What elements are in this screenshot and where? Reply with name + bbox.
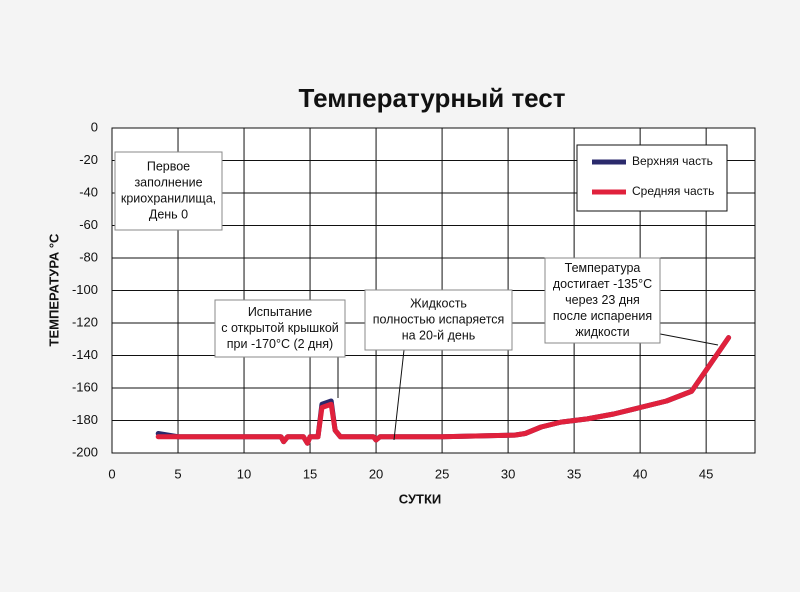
y-tick-label: -160 bbox=[72, 379, 98, 394]
x-tick-label: 40 bbox=[633, 466, 647, 481]
annotation-text: достигает -135°C bbox=[553, 277, 652, 291]
y-tick-label: -20 bbox=[79, 152, 98, 167]
annotation-text: при -170°C (2 дня) bbox=[227, 337, 333, 351]
x-tick-label: 30 bbox=[501, 466, 515, 481]
annotation-text: жидкости bbox=[575, 325, 629, 339]
annotation-text: через 23 дня bbox=[565, 293, 640, 307]
y-tick-label: -80 bbox=[79, 249, 98, 264]
x-tick-label: 0 bbox=[108, 466, 115, 481]
x-tick-label: 5 bbox=[174, 466, 181, 481]
annotation-text: на 20-й день bbox=[402, 328, 476, 342]
y-tick-label: -40 bbox=[79, 184, 98, 199]
x-axis-label: СУТКИ bbox=[399, 491, 442, 506]
y-tick-label: 0 bbox=[91, 119, 98, 134]
x-tick-label: 45 bbox=[699, 466, 713, 481]
annotation-text: криохранилища, bbox=[121, 191, 216, 205]
annotation-text: после испарения bbox=[553, 309, 652, 323]
y-tick-label: -120 bbox=[72, 314, 98, 329]
annotation-text: День 0 bbox=[149, 207, 188, 221]
chart-title: Температурный тест bbox=[299, 83, 566, 113]
annotation-box bbox=[364, 289, 513, 351]
annotation-text: с открытой крышкой bbox=[221, 321, 339, 335]
y-tick-label: -200 bbox=[72, 444, 98, 459]
annotation-text: заполнение bbox=[134, 175, 202, 189]
annotation-arrow bbox=[654, 332, 719, 346]
y-tick-label: -100 bbox=[72, 282, 98, 297]
annotation-text: полностью испаряется bbox=[373, 312, 505, 326]
x-tick-label: 25 bbox=[435, 466, 449, 481]
x-tick-label: 15 bbox=[303, 466, 317, 481]
x-tick-label: 35 bbox=[567, 466, 581, 481]
x-tick-label: 20 bbox=[369, 466, 383, 481]
annotation-text: Температура bbox=[565, 261, 641, 275]
y-tick-label: -140 bbox=[72, 347, 98, 362]
annotation-arrow bbox=[393, 349, 405, 441]
y-tick-label: -60 bbox=[79, 217, 98, 232]
annotation-text: Жидкость bbox=[410, 296, 467, 310]
annotation-box bbox=[114, 151, 223, 231]
annotation-box bbox=[544, 257, 661, 344]
annotation-box bbox=[214, 299, 346, 358]
annotation-text: Первое bbox=[147, 159, 190, 173]
series-line bbox=[155, 335, 732, 446]
legend-label: Средняя часть bbox=[632, 184, 714, 198]
y-axis-label: ТЕМПЕРАТУРА °C bbox=[46, 233, 61, 346]
x-tick-label: 10 bbox=[237, 466, 251, 481]
legend-box bbox=[576, 144, 728, 212]
legend-label: Верхняя часть bbox=[632, 154, 713, 168]
annotation-text: Испытание bbox=[248, 305, 312, 319]
y-tick-label: -180 bbox=[72, 412, 98, 427]
